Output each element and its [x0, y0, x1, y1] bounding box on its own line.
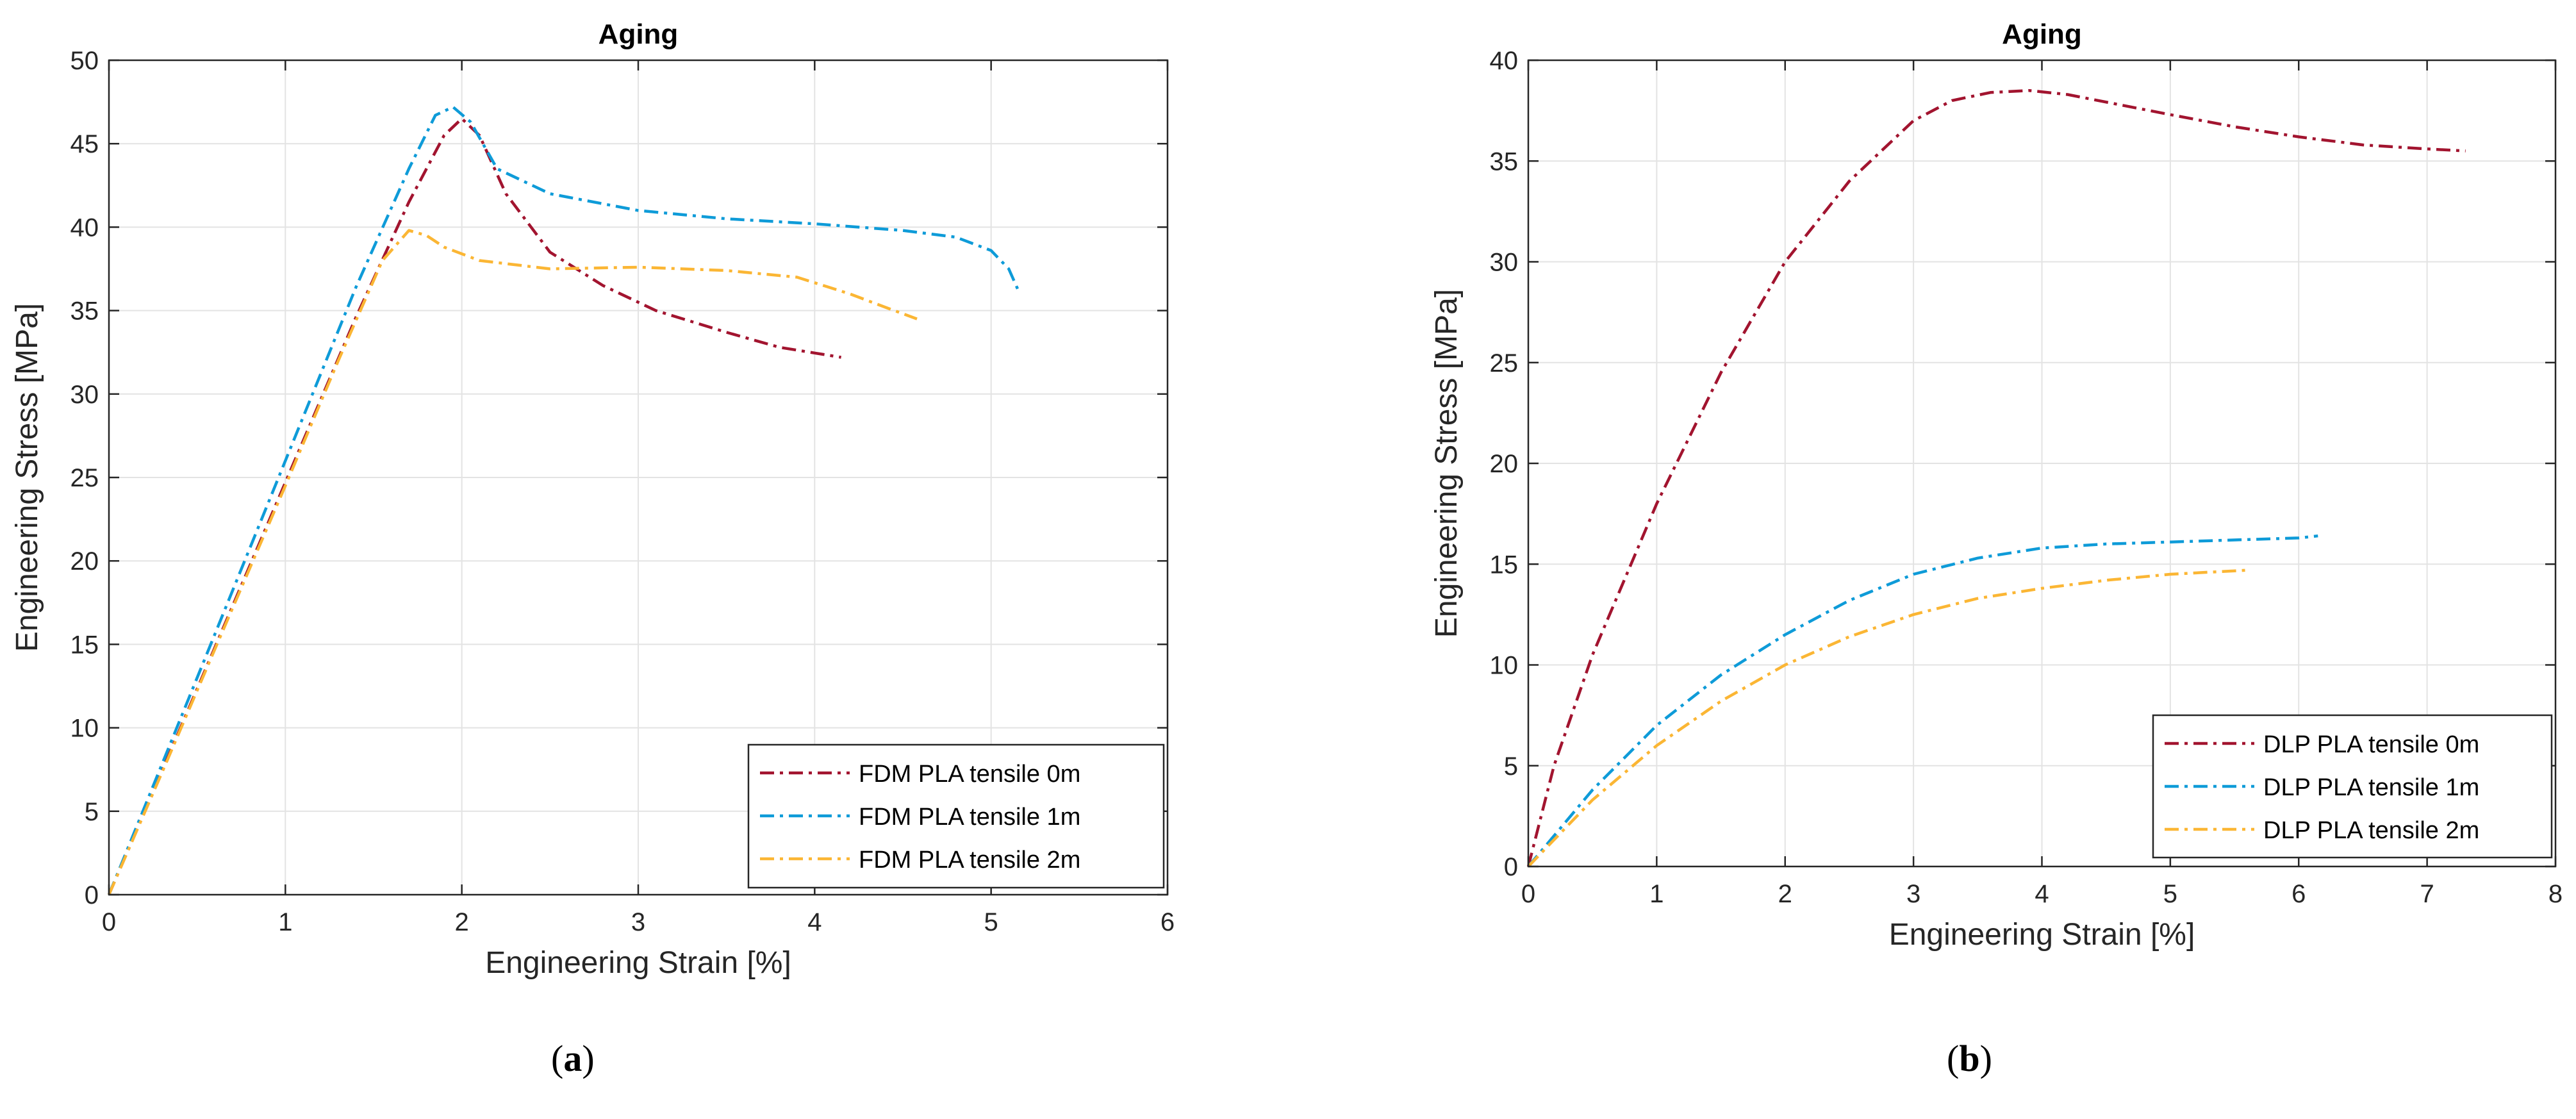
x-tick-label-b: 4: [2035, 880, 2049, 908]
caption-b: (b): [1947, 1038, 1992, 1079]
legend-label-a-1: FDM PLA tensile 1m: [859, 804, 1080, 831]
x-tick-label-b: 7: [2420, 880, 2434, 908]
legend-label-a-0: FDM PLA tensile 0m: [859, 761, 1080, 788]
y-tick-label-b: 35: [1490, 147, 1519, 176]
x-tick-label-b: 6: [2291, 880, 2306, 908]
legend-label-b-2: DLP PLA tensile 2m: [2263, 817, 2479, 844]
y-tick-label-b: 20: [1490, 450, 1519, 478]
x-tick-label-a: 1: [278, 908, 292, 936]
y-tick-label-a: 45: [70, 130, 99, 158]
y-tick-label-a: 10: [70, 715, 99, 743]
legend-a: FDM PLA tensile 0m FDM PLA tensile 1m FDM …: [747, 743, 1165, 889]
x-tick-label-a: 4: [807, 908, 822, 936]
caption-a: (a): [551, 1038, 595, 1079]
y-tick-label-a: 40: [70, 213, 99, 242]
series-line-b-2: [1527, 568, 2248, 868]
legend-box-b: [2152, 714, 2553, 859]
series-line-a-1: [107, 105, 1020, 895]
y-tick-label-a: 35: [70, 297, 99, 326]
y-tick-label-a: 20: [70, 547, 99, 576]
y-axis-label-b: Engineering Stress [MPa]: [1430, 289, 1464, 638]
y-tick-label-a: 50: [70, 47, 99, 75]
y-tick-label-b: 30: [1490, 249, 1519, 277]
y-tick-label-b: 25: [1490, 349, 1519, 377]
x-tick-label-b: 8: [2548, 880, 2563, 908]
y-tick-label-a: 25: [70, 464, 99, 492]
y-tick-label-b: 40: [1490, 47, 1519, 75]
legend-label-b-0: DLP PLA tensile 0m: [2263, 731, 2479, 758]
x-tick-label-a: 5: [984, 908, 998, 936]
series-line-a-2: [107, 229, 918, 895]
chart-a: 0 1 2 3 4 5 605101520253035404550AgingEngineer…: [10, 19, 1175, 980]
legend-label-b-1: DLP PLA tensile 1m: [2263, 774, 2479, 801]
legend-label-a-2: FDM PLA tensile 2m: [859, 847, 1080, 874]
y-tick-label-a: 15: [70, 631, 99, 659]
y-tick-label-b: 5: [1504, 752, 1518, 781]
y-tick-label-a: 30: [70, 381, 99, 409]
x-tick-label-b: 3: [1906, 880, 1920, 908]
y-tick-label-a: 5: [85, 798, 99, 826]
x-axis-label-b: Engineering Strain [%]: [1889, 918, 2195, 952]
x-tick-label-b: 1: [1649, 880, 1664, 908]
chart-title-b: Aging: [2002, 19, 2082, 50]
y-axis-label-a: Engineering Stress [MPa]: [10, 303, 44, 652]
x-tick-label-a: 3: [631, 908, 645, 936]
series-line-b-0: [1526, 88, 2466, 867]
x-tick-label-b: 2: [1778, 880, 1792, 908]
chart-b: 0 1 2 3 4 5 6 7 8 0 5 10 15 20 25 30 35 40 Aging Engineerin…: [1430, 19, 2563, 952]
y-tick-label-b: 0: [1504, 853, 1518, 881]
x-axis-label-a: Engineering Strain [%]: [485, 946, 791, 980]
x-tick-label-a: 2: [455, 908, 469, 936]
x-tick-label-b: 5: [2163, 880, 2177, 908]
x-tick-label-b: 0: [1521, 880, 1535, 908]
y-tick-label-a: 0: [85, 881, 99, 909]
chart-title-a: Aging: [599, 19, 679, 50]
y-tick-label-b: 10: [1490, 652, 1519, 680]
x-tick-label-a: 0: [102, 908, 116, 936]
legend-b: DLP PLA tensile 0m DLP PLA tensile 1m DLP …: [2152, 714, 2553, 859]
x-tick-label-a: 6: [1160, 908, 1175, 936]
y-tick-label-b: 15: [1490, 551, 1519, 579]
series-line-b-1: [1527, 534, 2318, 868]
